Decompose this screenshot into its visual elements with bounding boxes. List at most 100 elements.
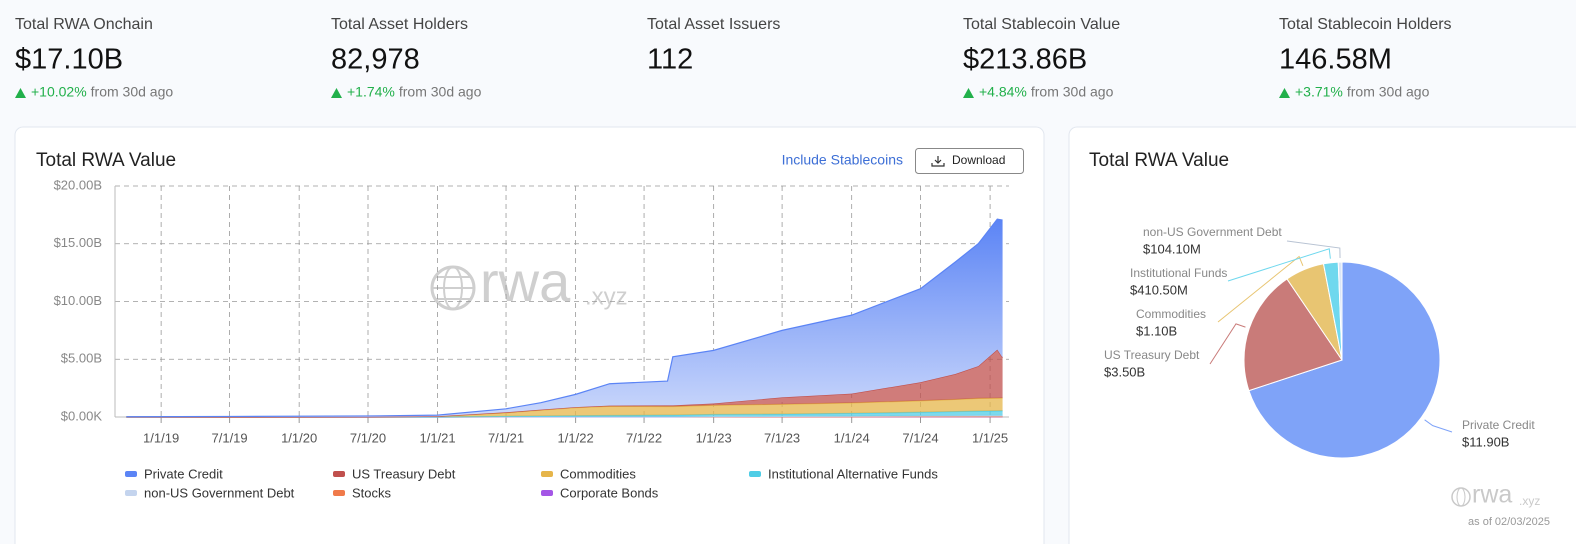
toggle-label[interactable]: Include Stablecoins	[782, 152, 903, 168]
pie-title: Total RWA Value	[1089, 150, 1229, 171]
watermark: rwa .xyz	[430, 250, 628, 313]
legend-swatch	[541, 490, 553, 496]
stat-label: Total RWA Onchain	[15, 16, 153, 33]
y-tick-label: $0.00K	[61, 408, 103, 423]
x-tick-label: 1/1/22	[558, 430, 594, 445]
download-box[interactable]	[915, 148, 1024, 174]
y-tick-label: $15.00B	[54, 235, 102, 250]
pie-label: Commodities	[1136, 307, 1206, 321]
stat-note: from 30d ago	[91, 84, 174, 100]
x-tick-label: 7/1/19	[212, 430, 248, 445]
pie-watermark: rwa .xyz	[1451, 481, 1540, 509]
x-tick-label: 7/1/24	[902, 430, 938, 445]
stat-label: Total Stablecoin Holders	[1279, 16, 1452, 33]
x-tick-label: 7/1/20	[350, 430, 386, 445]
watermark-domain: .xyz	[1519, 494, 1540, 508]
x-tick-label: 7/1/22	[626, 430, 662, 445]
download-button[interactable]: Download	[915, 148, 1024, 174]
area	[126, 410, 1003, 417]
stat-change: +3.71%	[1295, 84, 1343, 100]
up-arrow	[1279, 88, 1290, 98]
watermark-domain: .xyz	[585, 283, 628, 310]
watermark-globe	[430, 265, 476, 311]
pie-slice	[1248, 261, 1441, 459]
watermark-globe	[443, 266, 463, 310]
stat-value: $213.86B	[963, 44, 1087, 76]
watermark-globe	[1456, 487, 1466, 507]
area-title: Total RWA Value	[36, 150, 176, 171]
watermark-globe	[432, 276, 474, 300]
pie-label: Institutional Funds	[1130, 266, 1227, 280]
area-card	[14, 126, 1045, 544]
download-icon	[931, 156, 945, 167]
up-arrow	[963, 88, 974, 98]
x-tick-label: 1/1/21	[420, 430, 456, 445]
legend-label: Institutional Alternative Funds	[768, 466, 938, 481]
watermark-text: rwa	[1472, 481, 1512, 509]
x-tick-label: 7/1/21	[488, 430, 524, 445]
stat-value: 112	[647, 44, 693, 76]
legend-label: Commodities	[560, 466, 636, 481]
pie-label: Private Credit	[1462, 418, 1535, 432]
x-tick-label: 1/1/25	[972, 430, 1008, 445]
stat-change: +4.84%	[979, 84, 1027, 100]
area-edge	[126, 218, 1003, 418]
area	[126, 349, 1003, 417]
toggle-button[interactable]: Include Stablecoins	[782, 152, 903, 168]
leader-line	[1217, 255, 1304, 323]
pie-slice	[1337, 261, 1343, 361]
legend-label: Stocks	[352, 485, 392, 500]
area	[126, 219, 1003, 417]
x-tick-label: 1/1/20	[281, 430, 317, 445]
pie-value-label: $104.10M	[1143, 241, 1201, 256]
legend-swatch	[125, 490, 137, 496]
pie-slice	[1243, 278, 1343, 392]
up-arrow	[331, 88, 342, 98]
leader-line	[1424, 419, 1453, 433]
y-tick-label: $5.00B	[61, 351, 102, 366]
legend-swatch	[749, 471, 761, 477]
stat-label: Total Asset Holders	[331, 16, 468, 33]
stat-note: from 30d ago	[1347, 84, 1430, 100]
area	[126, 398, 1003, 417]
pie-value-label: $1.10B	[1136, 323, 1177, 338]
legend-label: non-US Government Debt	[144, 485, 295, 500]
stat-note: from 30d ago	[1031, 84, 1114, 100]
legend-label: US Treasury Debt	[352, 466, 456, 481]
legend-swatch	[333, 490, 345, 496]
stat-note: from 30d ago	[399, 84, 482, 100]
leader-line	[1286, 240, 1341, 259]
pie-label: US Treasury Debt	[1104, 348, 1200, 362]
stat-label: Total Asset Issuers	[647, 16, 780, 33]
as-of: as of 02/03/2025	[1468, 516, 1550, 528]
x-tick-label: 1/1/23	[696, 430, 732, 445]
download-label[interactable]: Download	[952, 153, 1005, 167]
pie-value-label: $3.50B	[1104, 364, 1145, 379]
legend-swatch	[125, 471, 137, 477]
stat-change: +1.74%	[347, 84, 395, 100]
stat-value: 82,978	[331, 44, 420, 76]
watermark-text: rwa	[480, 250, 571, 313]
stat-label: Total Stablecoin Value	[963, 16, 1120, 33]
watermark-globe	[1451, 487, 1471, 507]
legend-label: Corporate Bonds	[560, 485, 659, 500]
stat-change: +10.02%	[31, 84, 87, 100]
up-arrow	[15, 88, 26, 98]
x-tick-label: 1/1/19	[143, 430, 179, 445]
stat-value: 146.58M	[1279, 44, 1392, 76]
y-tick-label: $20.00B	[54, 177, 102, 192]
stat-value: $17.10B	[15, 44, 123, 76]
legend-label: Private Credit	[144, 466, 223, 481]
y-tick-label: $10.00B	[54, 293, 102, 308]
pie-value-label: $11.90B	[1462, 434, 1509, 449]
legend-swatch	[541, 471, 553, 477]
leader-line	[1209, 323, 1246, 365]
leader-line	[1227, 248, 1331, 282]
pie-value-label: $410.50M	[1130, 282, 1188, 297]
legend-swatch	[333, 471, 345, 477]
pie-label: non-US Government Debt	[1143, 225, 1282, 239]
x-tick-label: 7/1/23	[764, 430, 800, 445]
x-tick-label: 1/1/24	[834, 430, 870, 445]
